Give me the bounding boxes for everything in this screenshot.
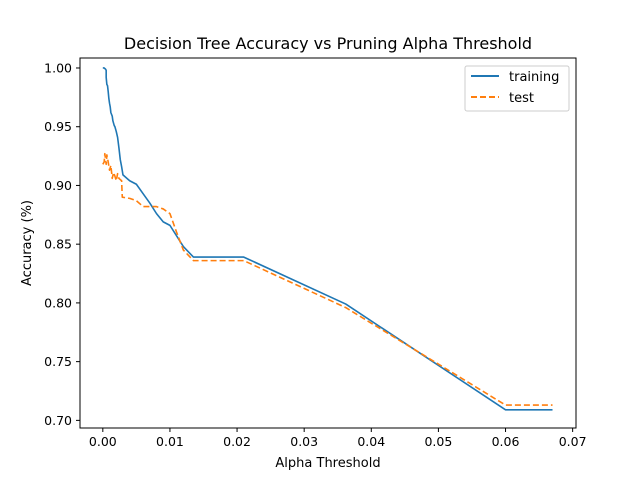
plot-area <box>79 57 577 429</box>
series-layer <box>102 67 553 411</box>
y-axis-label: Accuracy (%) <box>20 200 35 286</box>
y-tick-label: 0.70 <box>44 413 72 428</box>
series-line-test <box>102 152 553 406</box>
x-axis-label: Alpha Threshold <box>275 456 380 471</box>
series-line-training <box>102 67 553 411</box>
legend-box <box>464 65 570 112</box>
y-tick-label: 1.00 <box>44 60 72 75</box>
y-tick-label: 0.85 <box>44 237 72 252</box>
x-tick-label: 0.02 <box>223 434 251 449</box>
x-tick-label: 0.03 <box>290 434 318 449</box>
x-tick-label: 0.01 <box>156 434 184 449</box>
x-tick-label: 0.06 <box>492 434 520 449</box>
y-tick-label: 0.75 <box>44 354 72 369</box>
x-tick-label: 0.04 <box>357 434 385 449</box>
y-tick-label: 0.95 <box>44 119 72 134</box>
x-axis: 0.00 0.01 0.02 0.03 0.04 0.05 0.06 0.07 <box>89 428 587 449</box>
y-tick-label: 0.80 <box>44 295 72 310</box>
y-axis: 0.70 0.75 0.80 0.85 0.90 0.95 1.00 <box>44 60 80 428</box>
x-tick-label: 0.05 <box>424 434 452 449</box>
axes-frame <box>79 57 577 429</box>
legend-label-training: training <box>509 70 559 85</box>
legend: training test <box>464 65 570 112</box>
y-tick-label: 0.90 <box>44 178 72 193</box>
x-tick-label: 0.07 <box>559 434 587 449</box>
chart-title: Decision Tree Accuracy vs Pruning Alpha … <box>124 34 532 53</box>
legend-label-test: test <box>509 91 534 106</box>
x-tick-label: 0.00 <box>89 434 117 449</box>
